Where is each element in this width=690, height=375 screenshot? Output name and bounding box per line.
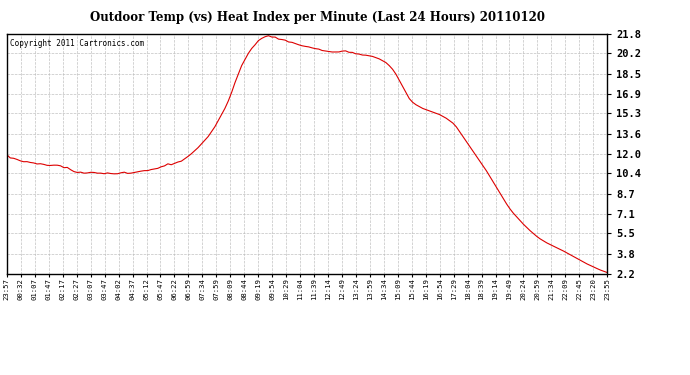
Text: Outdoor Temp (vs) Heat Index per Minute (Last 24 Hours) 20110120: Outdoor Temp (vs) Heat Index per Minute …: [90, 11, 545, 24]
Text: Copyright 2011 Cartronics.com: Copyright 2011 Cartronics.com: [10, 39, 144, 48]
